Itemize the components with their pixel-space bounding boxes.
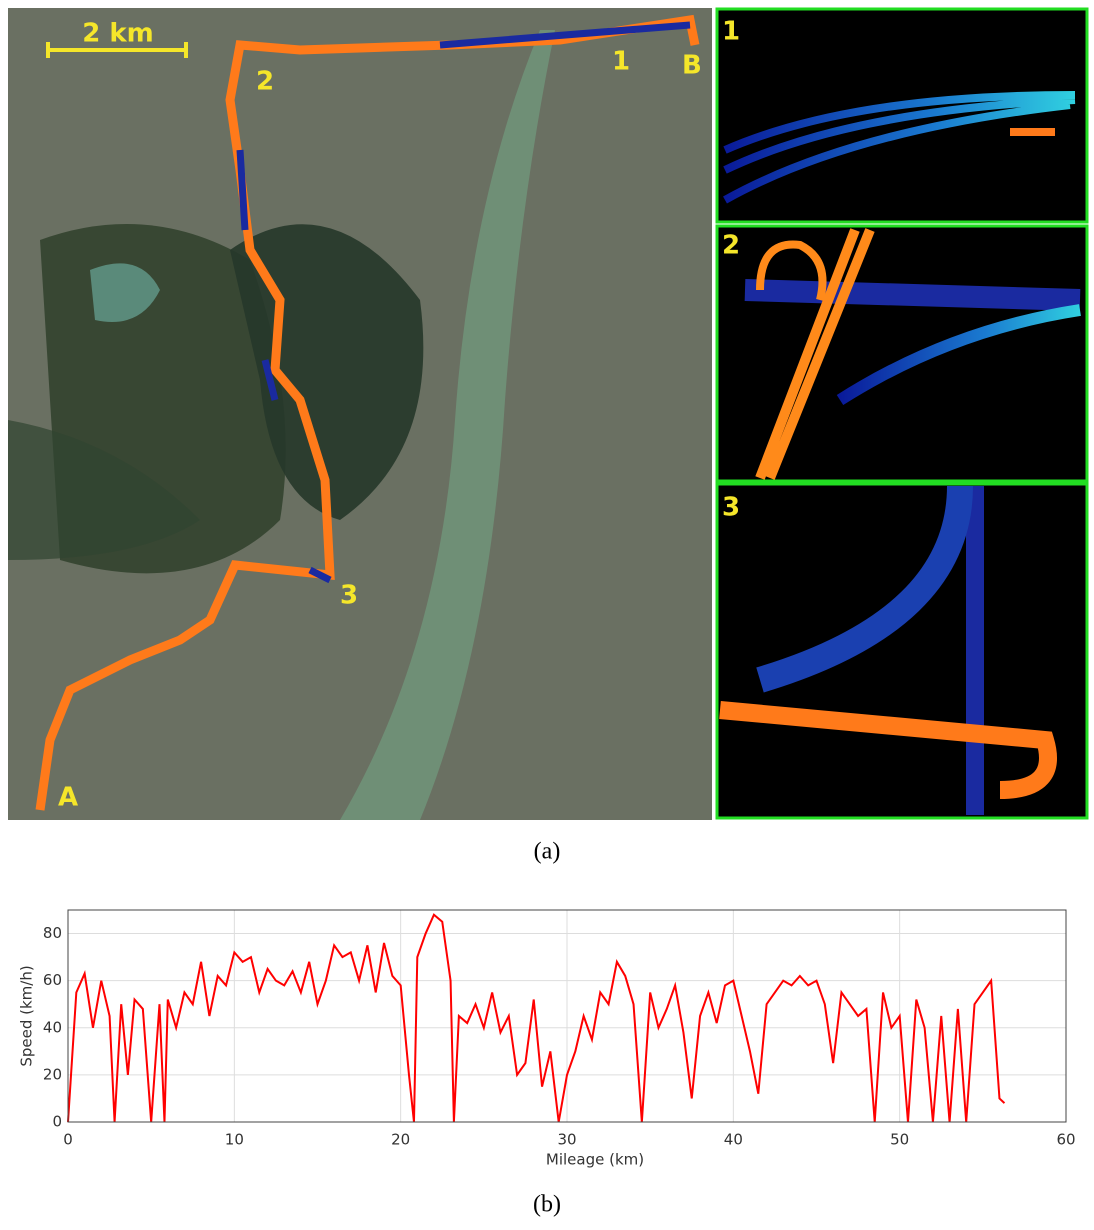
plot-border	[67, 909, 1067, 1123]
x-tick-label: 60	[1056, 1131, 1075, 1149]
inset-panels	[715, 7, 1089, 820]
x-tick-label: 40	[724, 1131, 743, 1149]
map-marker: B	[682, 51, 702, 81]
y-tick-label: 80	[43, 924, 62, 942]
y-tick-label: 60	[43, 971, 62, 989]
scale-label: 2 km	[82, 19, 154, 49]
x-axis-label: Mileage (km)	[546, 1151, 644, 1169]
map-marker: 2	[256, 67, 274, 97]
inset-label: 1	[722, 17, 740, 47]
caption: (a)	[534, 839, 561, 865]
x-tick-label: 10	[225, 1131, 244, 1149]
y-tick-label: 0	[52, 1113, 62, 1131]
satellite-map	[8, 8, 712, 820]
y-tick-label: 20	[43, 1065, 62, 1083]
inset-label: 3	[722, 493, 740, 523]
caption: (b)	[533, 1192, 561, 1218]
y-axis-label: Speed (km/h)	[18, 965, 36, 1066]
map-marker: A	[58, 783, 78, 813]
x-tick-label: 30	[557, 1131, 576, 1149]
y-tick-label: 40	[43, 1018, 62, 1036]
speed-line	[67, 913, 1006, 1123]
inset-label: 2	[722, 231, 740, 261]
x-tick-label: 50	[890, 1131, 909, 1149]
x-tick-label: 20	[391, 1131, 410, 1149]
x-tick-label: 0	[63, 1131, 73, 1149]
map-marker: 1	[612, 47, 630, 77]
map-marker: 3	[340, 581, 358, 611]
